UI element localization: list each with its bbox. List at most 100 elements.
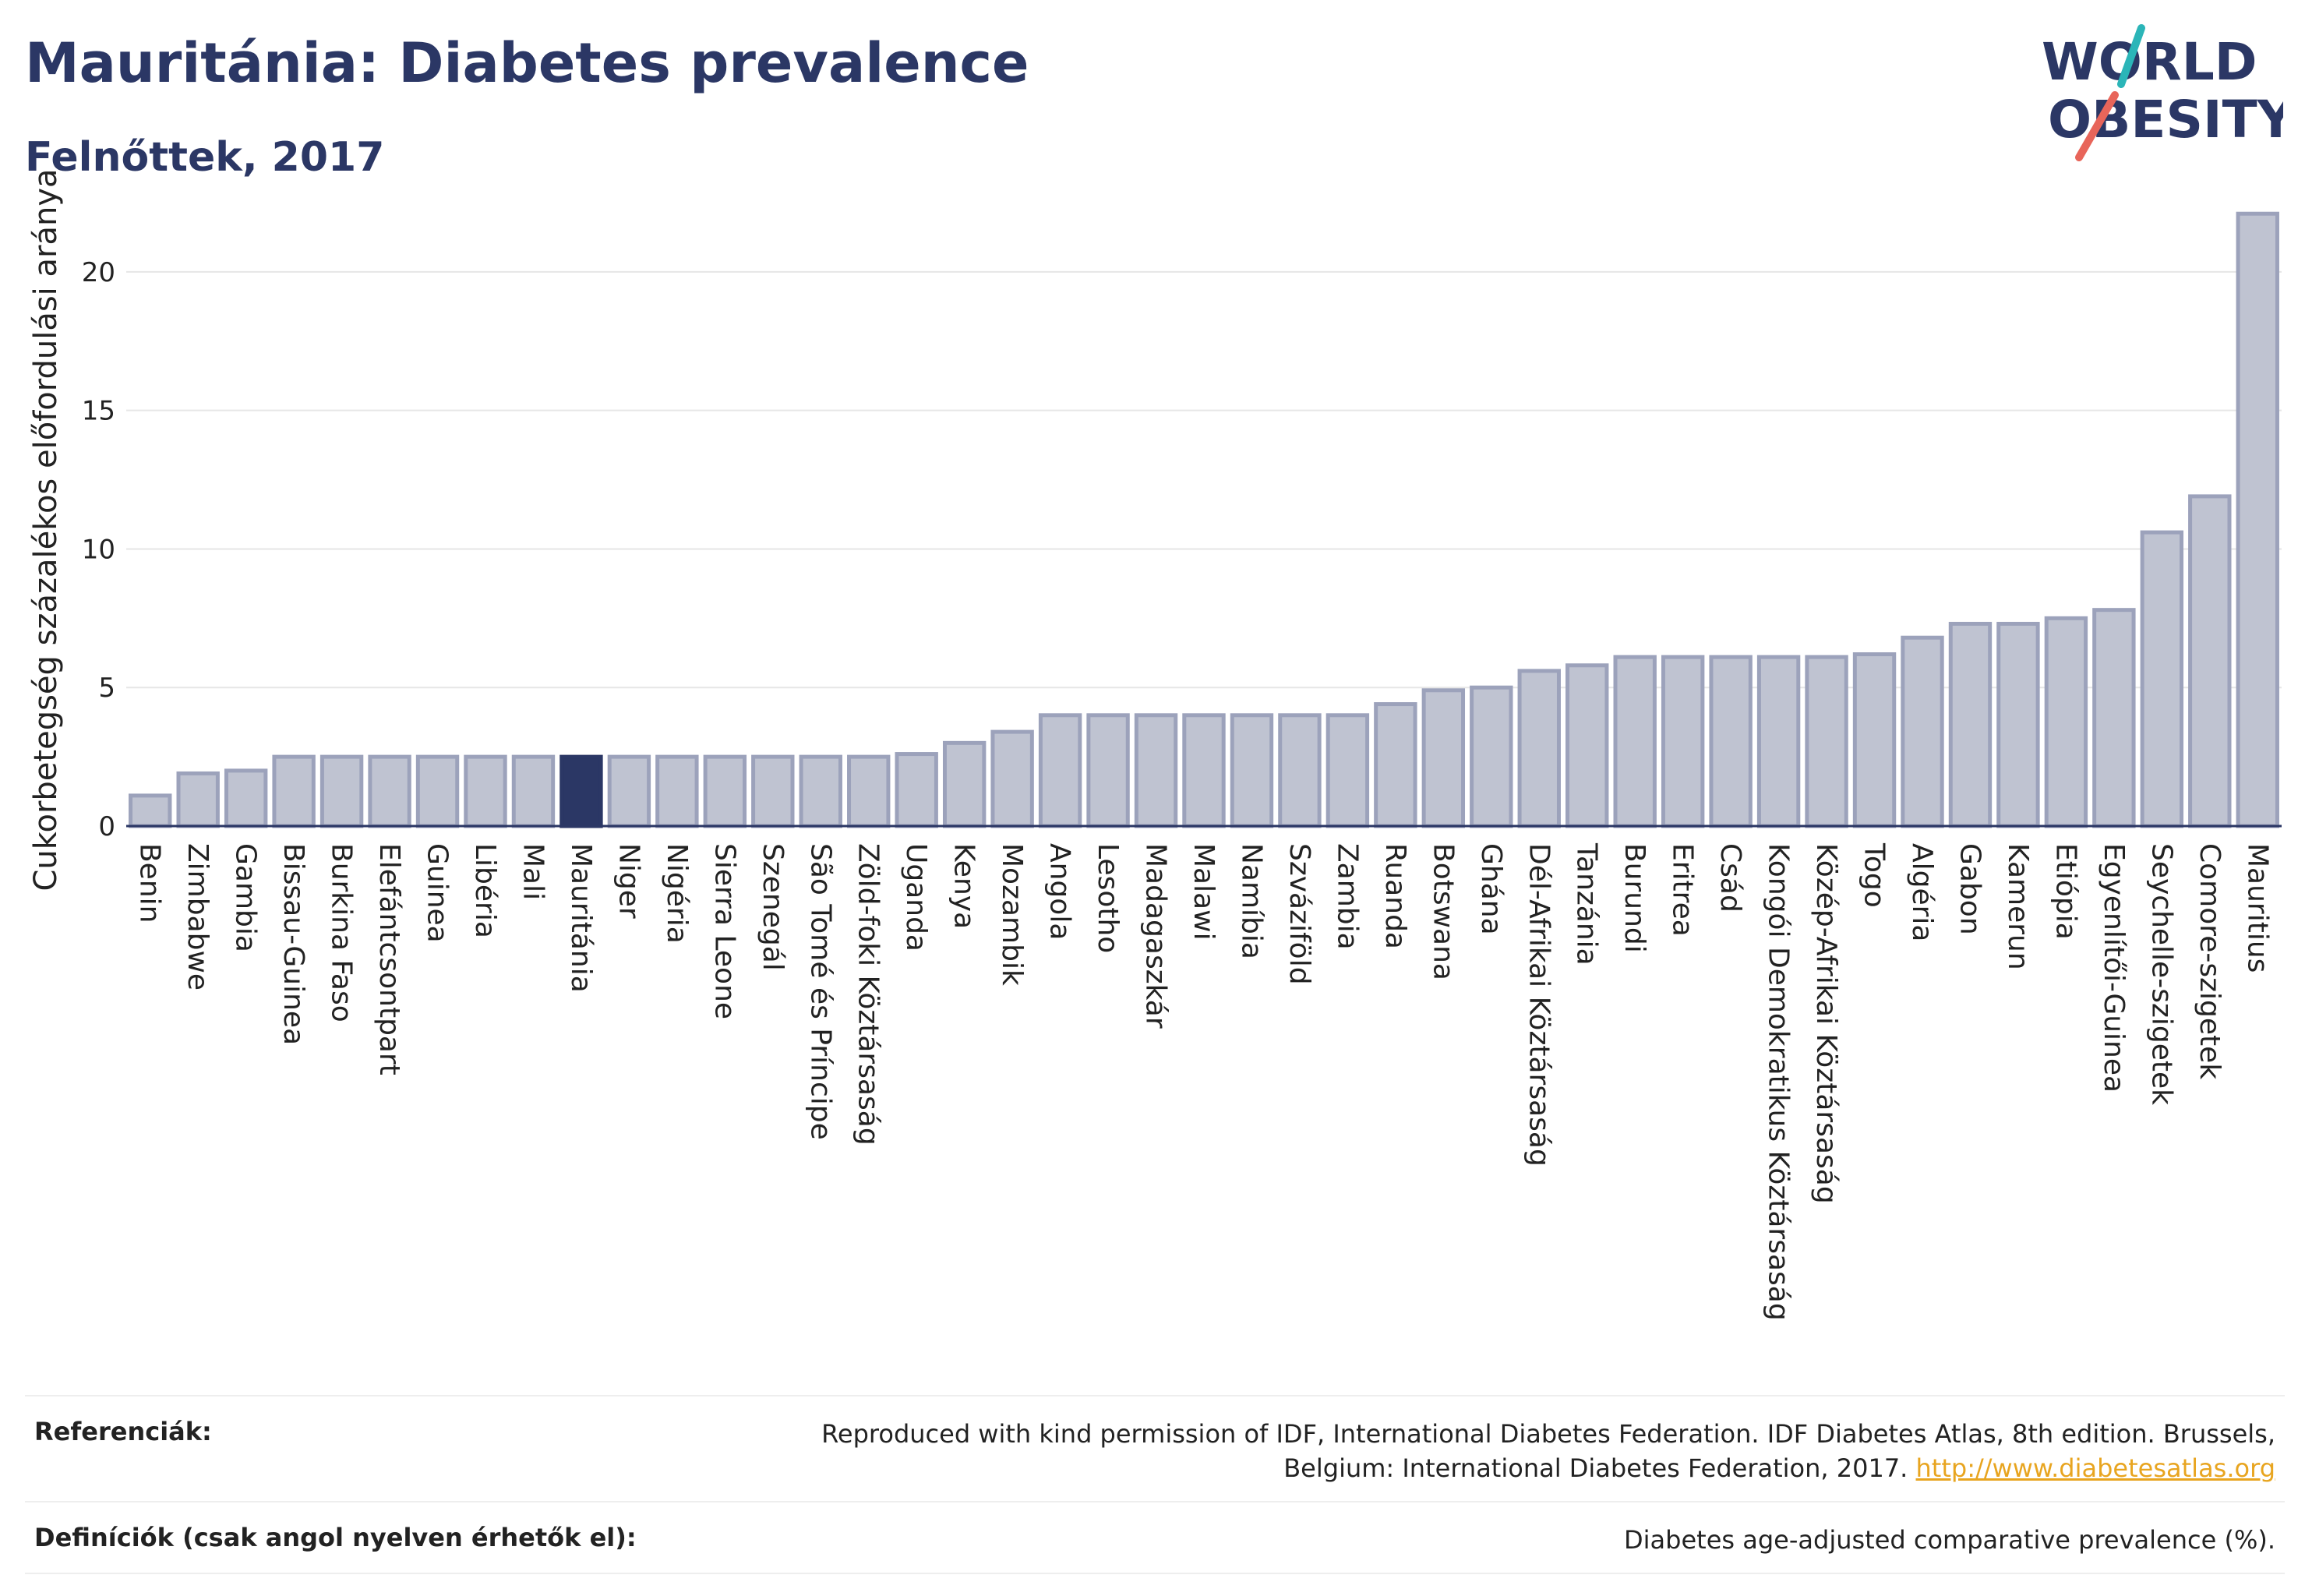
bar[interactable] xyxy=(703,754,747,828)
bar[interactable] xyxy=(2236,211,2279,828)
logo-slash-teal-icon xyxy=(2117,24,2145,88)
x-tick-label: Sierra Leone xyxy=(708,843,740,1019)
bar[interactable] xyxy=(1901,635,1944,828)
bar[interactable] xyxy=(1325,713,1370,828)
x-tick-label: Malawi xyxy=(1188,843,1220,941)
y-tick-label: 10 xyxy=(82,534,115,565)
bar[interactable] xyxy=(1661,655,1705,828)
bar[interactable] xyxy=(2044,616,2088,828)
page-title: Mauritánia: Diabetes prevalence xyxy=(25,31,1029,95)
x-tick-label: Comore-szigetek xyxy=(2194,843,2226,1079)
chart-footer: Referenciák: Reproduced with kind permis… xyxy=(25,1395,2285,1574)
bar[interactable] xyxy=(464,754,507,828)
x-tick-label: Seychelle-szigetek xyxy=(2145,843,2177,1105)
bar[interactable] xyxy=(1756,655,1801,828)
bar[interactable] xyxy=(1230,713,1274,828)
x-tick-label: Lesotho xyxy=(1092,843,1124,953)
bar[interactable] xyxy=(511,754,556,828)
bar[interactable] xyxy=(942,740,987,828)
references-label: Referenciák: xyxy=(34,1417,212,1446)
x-tick-label: Mauritius xyxy=(2241,843,2273,973)
bar[interactable] xyxy=(799,754,842,828)
bar[interactable] xyxy=(1517,669,1561,828)
x-tick-label: Mali xyxy=(517,843,549,900)
x-tick-label: Etiópia xyxy=(2049,843,2081,940)
x-tick-label: Namíbia xyxy=(1235,843,1267,959)
bar[interactable] xyxy=(319,754,364,828)
x-tick-label: Egyenlítői-Guinea xyxy=(2098,843,2130,1093)
bar[interactable] xyxy=(415,754,460,828)
x-tick-label: Nigéria xyxy=(661,843,693,944)
y-tick-label: 15 xyxy=(82,396,115,427)
bar[interactable] xyxy=(1852,652,1897,828)
bar[interactable] xyxy=(895,752,938,828)
x-tick-label: Gabon xyxy=(1954,843,1986,935)
x-tick-label: Ruanda xyxy=(1379,843,1411,949)
x-tick-label: Szenegál xyxy=(757,843,789,971)
bar[interactable] xyxy=(1470,685,1513,828)
x-tick-label: Algéria xyxy=(1906,843,1938,942)
x-tick-label: São Tomé és Príncipe xyxy=(804,843,836,1140)
x-tick-label: Benin xyxy=(134,843,166,923)
bar[interactable] xyxy=(368,754,411,828)
definitions-text: Diabetes age-adjusted comparative preval… xyxy=(1624,1525,2275,1555)
y-tick-label: 5 xyxy=(98,673,115,704)
x-tick-label: Zambia xyxy=(1331,843,1363,950)
bar[interactable] xyxy=(1134,713,1178,828)
x-tick-label: Uganda xyxy=(900,843,932,952)
x-tick-label: Közép-Afrikai Köztársaság xyxy=(1810,843,1842,1204)
bar[interactable] xyxy=(2140,530,2184,828)
bar[interactable] xyxy=(1086,713,1130,828)
x-tick-label: Szváziföld xyxy=(1283,843,1315,985)
definitions-label: Definíciók (csak angol nyelven érhetők e… xyxy=(34,1523,637,1552)
bar[interactable] xyxy=(751,754,795,828)
x-tick-label: Burundi xyxy=(1618,843,1650,953)
bar[interactable] xyxy=(1948,621,1993,828)
bar[interactable] xyxy=(272,754,316,828)
bar-highlighted[interactable] xyxy=(559,754,603,828)
bar[interactable] xyxy=(224,768,268,828)
y-tick-label: 20 xyxy=(82,257,115,288)
x-tick-label: Bissau-Guinea xyxy=(277,843,309,1045)
bar[interactable] xyxy=(1421,688,1466,828)
x-tick-label: Ghána xyxy=(1475,843,1507,935)
bar[interactable] xyxy=(1613,655,1657,828)
x-tick-label: Angola xyxy=(1044,843,1076,940)
y-axis-ticks: 0 5 10 15 20 xyxy=(82,257,115,842)
bar[interactable] xyxy=(1038,713,1082,828)
references-row: Referenciák: Reproduced with kind permis… xyxy=(25,1395,2285,1501)
bar[interactable] xyxy=(990,729,1034,828)
x-tick-label: Kamerun xyxy=(2002,843,2034,970)
bar[interactable] xyxy=(1805,655,1848,828)
bar[interactable] xyxy=(2092,608,2136,828)
bar[interactable] xyxy=(847,754,891,828)
bar[interactable] xyxy=(1374,702,1417,828)
definitions-row: Definíciók (csak angol nyelven érhetők e… xyxy=(25,1501,2285,1574)
bar[interactable] xyxy=(655,754,699,828)
bar[interactable] xyxy=(129,793,172,828)
x-tick-label: Tanzánia xyxy=(1571,842,1603,966)
references-text: Reproduced with kind permission of IDF, … xyxy=(821,1419,2275,1483)
references-link[interactable]: http://www.diabetesatlas.org xyxy=(1915,1453,2275,1483)
bar[interactable] xyxy=(1182,713,1226,828)
logo-slash-coral-icon xyxy=(2075,91,2119,161)
diabetes-bar-chart: 0 5 10 15 20 Benin Zimbabwe Gambia Bissau-Guine… xyxy=(28,168,2282,1321)
x-tick-label: Mauritánia xyxy=(565,843,597,993)
bar[interactable] xyxy=(607,754,651,828)
bar[interactable] xyxy=(2188,494,2232,828)
world-obesity-logo[interactable]: WORLD OBESITY xyxy=(2034,23,2283,164)
references-text-block: Reproduced with kind permission of IDF, … xyxy=(717,1417,2275,1485)
x-tick-label: Niger xyxy=(612,843,644,919)
x-tick-label: Togo xyxy=(1858,842,1890,908)
x-tick-label: Elefántcsontpart xyxy=(373,843,405,1075)
chart-bars xyxy=(129,211,2279,828)
x-axis-ticks: Benin Zimbabwe Gambia Bissau-Guinea Burkina … xyxy=(134,842,2274,1321)
bar[interactable] xyxy=(1278,713,1322,828)
bar[interactable] xyxy=(1996,621,2040,828)
bar[interactable] xyxy=(1709,655,1753,828)
x-tick-label: Kenya xyxy=(948,843,980,929)
x-tick-label: Mozambik xyxy=(996,843,1028,986)
bar[interactable] xyxy=(1565,663,1609,828)
x-tick-label: Libéria xyxy=(469,843,501,938)
bar[interactable] xyxy=(176,771,220,828)
